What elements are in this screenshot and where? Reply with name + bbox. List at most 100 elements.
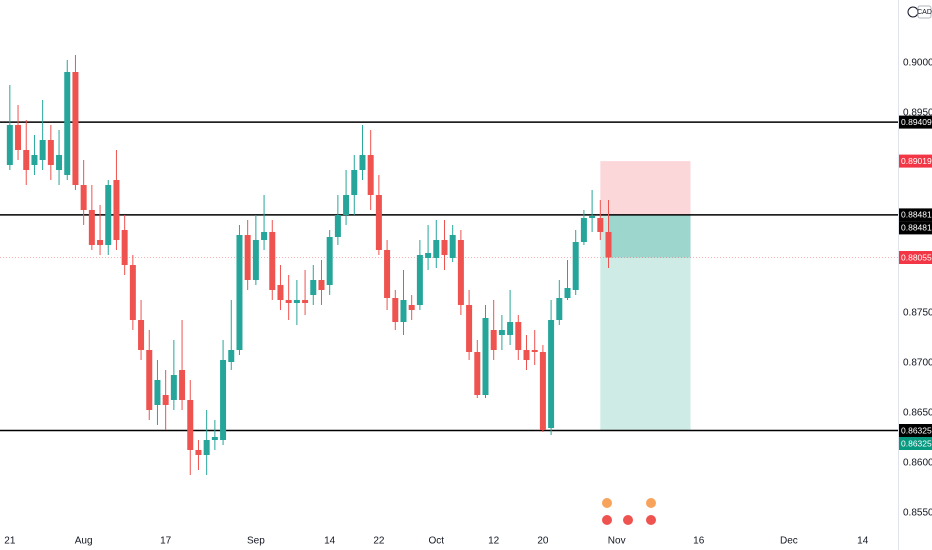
candle-body xyxy=(252,240,259,280)
candle-body xyxy=(15,125,22,150)
x-tick-label: 14 xyxy=(857,536,869,547)
candle-body xyxy=(433,240,440,258)
candle-body xyxy=(367,155,374,195)
candle-body xyxy=(457,240,464,305)
candle-body xyxy=(220,360,227,440)
candle-body xyxy=(441,240,448,255)
x-tick-label: 22 xyxy=(373,536,385,547)
candle-body xyxy=(39,140,46,160)
candle-body xyxy=(179,370,186,400)
candle-body xyxy=(187,400,194,450)
candle-body xyxy=(72,72,79,185)
candle-body xyxy=(400,300,407,322)
x-tick-label: Aug xyxy=(75,536,93,547)
event-icon xyxy=(646,515,656,525)
event-icon xyxy=(602,515,612,525)
candle-body xyxy=(539,352,546,430)
event-icon xyxy=(646,498,656,508)
candle-body xyxy=(597,218,604,232)
candle-body xyxy=(64,72,71,175)
candle-body xyxy=(408,305,415,310)
x-tick-label: Oct xyxy=(429,536,445,547)
candle-body xyxy=(236,235,243,350)
price-label-box xyxy=(899,154,932,168)
x-tick-label: 12 xyxy=(488,536,500,547)
candle-body xyxy=(425,253,432,258)
currency-label: CAD xyxy=(917,9,932,16)
currency-badge: CAD xyxy=(907,5,932,19)
target-zone xyxy=(600,214,691,431)
candle-body xyxy=(261,232,268,240)
candle-body xyxy=(310,280,317,295)
x-tick-label: 16 xyxy=(693,536,705,547)
candle-body xyxy=(548,320,555,428)
candle-body xyxy=(416,255,423,305)
candle-body xyxy=(170,375,177,400)
candle-body xyxy=(113,180,120,240)
candle-body xyxy=(105,185,112,245)
x-tick-label: Nov xyxy=(608,536,626,547)
candle-body xyxy=(6,125,13,165)
open-pnl-zone xyxy=(608,214,691,258)
event-icons xyxy=(602,498,656,525)
price-label-box xyxy=(899,208,932,222)
x-tick-label: Sep xyxy=(247,536,265,547)
candle-body xyxy=(564,288,571,298)
price-label-box xyxy=(899,221,932,235)
candle-body xyxy=(490,330,497,350)
candle-body xyxy=(556,298,563,320)
candle-body xyxy=(466,305,473,352)
candle-body xyxy=(285,300,292,303)
candle-body xyxy=(482,318,489,395)
x-tick-label: 21 xyxy=(4,536,16,547)
candle-body xyxy=(318,280,325,290)
price-label-box xyxy=(899,424,932,437)
price-label: 0.89409 xyxy=(901,117,932,127)
price-label-box xyxy=(899,115,932,129)
candle-body xyxy=(195,450,202,455)
candle-body xyxy=(277,285,284,300)
candle-body xyxy=(47,140,54,165)
candle-body xyxy=(97,240,104,245)
candle-body xyxy=(80,185,87,210)
price-label: 0.88055 xyxy=(901,252,932,262)
candle-body xyxy=(392,298,399,322)
currency-box xyxy=(917,5,932,19)
candle-body xyxy=(498,330,505,335)
event-icon xyxy=(623,515,633,525)
x-tick-label: Dec xyxy=(780,536,798,547)
candle-body xyxy=(359,155,366,170)
candle-body xyxy=(474,352,481,395)
candle-body xyxy=(605,232,612,258)
candle-body xyxy=(515,322,522,350)
candle-body xyxy=(351,170,358,195)
candle-body xyxy=(523,350,530,360)
candle-body xyxy=(302,300,309,303)
y-tick-label: 0.90000 xyxy=(903,58,932,69)
candle-body xyxy=(154,380,161,405)
candle-body xyxy=(531,350,538,352)
candle-body xyxy=(384,250,391,298)
price-label: 0.89019 xyxy=(901,156,932,166)
candle-body xyxy=(572,242,579,290)
candle-body xyxy=(162,395,169,405)
candle-body xyxy=(56,155,63,170)
candle-body xyxy=(23,150,30,170)
x-tick-label: 14 xyxy=(324,536,336,547)
candle-body xyxy=(228,350,235,362)
candle-body xyxy=(449,235,456,258)
candle-body xyxy=(343,195,350,215)
candle-body xyxy=(146,350,153,410)
candle-body xyxy=(244,235,251,280)
event-icon xyxy=(602,498,612,508)
candle-body xyxy=(203,440,210,455)
candle-body xyxy=(589,216,596,218)
candle-body xyxy=(121,230,128,265)
price-label-box xyxy=(899,437,932,450)
